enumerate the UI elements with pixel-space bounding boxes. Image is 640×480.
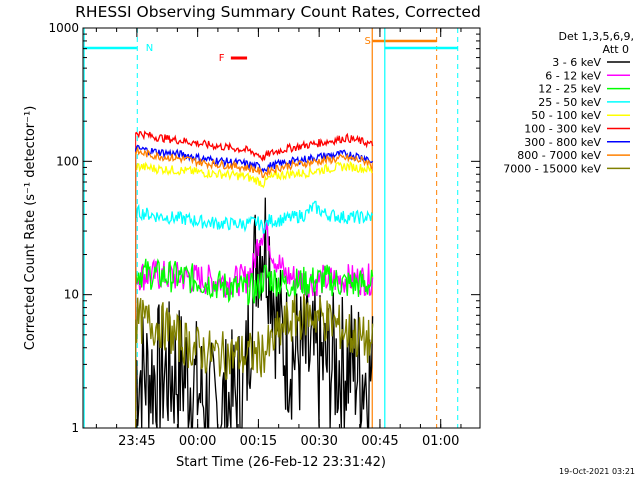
- x-tick-label: 23:45: [118, 434, 155, 449]
- x-tick-label: 01:00: [422, 434, 459, 449]
- x-tick-label: 00:15: [240, 434, 277, 449]
- plot-frame: [82, 27, 481, 429]
- footer-date: 19-Oct-2021 03:21: [559, 467, 635, 476]
- legend-label-12-25-kev: 12 - 25 keV: [538, 83, 601, 96]
- y-tick-label: 10: [64, 288, 79, 302]
- x-tick-label: 00:00: [179, 434, 216, 449]
- legend-label-800-7000-kev: 800 - 7000 keV: [517, 149, 601, 162]
- annotation-s: S: [365, 36, 371, 47]
- series-800-7000-kev: [135, 146, 374, 179]
- observing-intervals: [83, 28, 459, 428]
- legend-header-line-2: Att 0: [603, 43, 629, 56]
- x-axis: 23:45 00:00 00:15 00:30 00:45 01:00: [95, 28, 462, 449]
- y-axis-label: Corrected Count Rate (s⁻¹ detector⁻¹): [23, 106, 38, 351]
- x-tick-label: 00:30: [300, 434, 337, 449]
- series-100-300-kev: [135, 130, 374, 162]
- legend-label-6-12-kev: 6 - 12 keV: [545, 69, 601, 82]
- y-tick-label: 1: [71, 421, 79, 435]
- series-25-50-kev: [135, 200, 374, 234]
- y-axis: 1000 100 10 1: [48, 21, 480, 435]
- y-tick-label: 1000: [48, 21, 79, 35]
- series-50-100-kev: [135, 160, 373, 189]
- legend-label-100-300-kev: 100 - 300 keV: [524, 123, 601, 136]
- series-300-800-kev: [135, 144, 374, 174]
- y-tick-label: 100: [56, 154, 79, 168]
- legend-label-300-800-kev: 300 - 800 keV: [524, 136, 601, 149]
- annotation-f: F: [219, 53, 225, 64]
- legend-label-3-6-kev: 3 - 6 keV: [552, 56, 601, 69]
- chart-title: RHESSI Observing Summary Count Rates, Co…: [75, 3, 481, 21]
- legend-label-25-50-kev: 25 - 50 keV: [538, 96, 601, 109]
- series-12-25-kev: [135, 258, 374, 306]
- annotation-labels: N F S: [146, 36, 371, 64]
- x-tick-label: 00:45: [361, 434, 398, 449]
- legend-label-7000-15000-kev: 7000 - 15000 keV: [503, 162, 601, 175]
- annotation-n: N: [146, 43, 153, 54]
- legend-label-50-100-kev: 50 - 100 keV: [531, 109, 601, 122]
- series-7000-15000-kev: [135, 294, 374, 381]
- x-axis-label: Start Time (26-Feb-12 23:31:42): [176, 455, 386, 470]
- series-3-6-kev: [135, 197, 374, 429]
- series-layer: [135, 130, 374, 429]
- legend-header-line-1: Det 1,3,5,6,9,: [558, 30, 634, 43]
